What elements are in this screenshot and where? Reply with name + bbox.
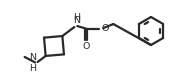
Text: H: H xyxy=(73,13,80,22)
Text: N: N xyxy=(73,16,80,25)
Text: H: H xyxy=(29,64,36,74)
Text: O: O xyxy=(83,42,90,51)
Text: N: N xyxy=(29,53,36,62)
Text: O: O xyxy=(101,24,109,33)
